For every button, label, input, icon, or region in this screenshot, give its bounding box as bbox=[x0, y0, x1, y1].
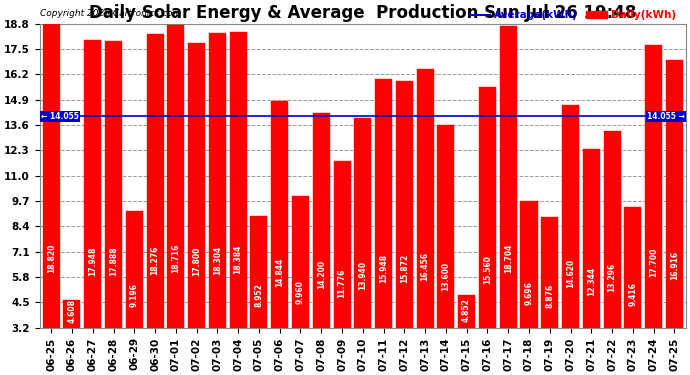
Text: 4.852: 4.852 bbox=[462, 298, 471, 322]
Text: 14.055 →: 14.055 → bbox=[647, 112, 684, 121]
Bar bbox=[209, 33, 226, 328]
Text: 15.560: 15.560 bbox=[483, 255, 492, 284]
Bar bbox=[354, 118, 371, 328]
Text: 13.940: 13.940 bbox=[358, 261, 367, 290]
Text: 18.384: 18.384 bbox=[234, 245, 243, 274]
Bar bbox=[604, 131, 620, 328]
Text: 8.876: 8.876 bbox=[545, 284, 554, 308]
Text: 17.800: 17.800 bbox=[192, 247, 201, 276]
Bar bbox=[43, 23, 60, 328]
Bar bbox=[417, 69, 433, 328]
Bar bbox=[126, 211, 143, 328]
Bar bbox=[375, 79, 392, 328]
Text: 17.700: 17.700 bbox=[649, 248, 658, 277]
Bar bbox=[230, 32, 246, 328]
Text: 9.196: 9.196 bbox=[130, 283, 139, 307]
Text: 14.620: 14.620 bbox=[566, 258, 575, 288]
Bar bbox=[146, 34, 164, 328]
Text: 15.948: 15.948 bbox=[379, 254, 388, 283]
Text: 15.872: 15.872 bbox=[400, 254, 409, 283]
Text: 9.960: 9.960 bbox=[296, 280, 305, 304]
Bar bbox=[666, 60, 683, 328]
Text: 14.844: 14.844 bbox=[275, 258, 284, 287]
Bar bbox=[562, 105, 579, 328]
Bar bbox=[333, 160, 351, 328]
Text: 12.344: 12.344 bbox=[586, 266, 595, 296]
Bar bbox=[167, 26, 184, 328]
Text: 18.820: 18.820 bbox=[47, 243, 56, 273]
Text: 16.916: 16.916 bbox=[670, 251, 679, 279]
Text: 17.888: 17.888 bbox=[109, 246, 118, 276]
Bar bbox=[396, 81, 413, 328]
Text: 9.416: 9.416 bbox=[629, 282, 638, 306]
Text: Copyright 2020 Cartronics.com: Copyright 2020 Cartronics.com bbox=[40, 9, 181, 18]
Legend: Average(kWh), Daily(kWh): Average(kWh), Daily(kWh) bbox=[465, 6, 680, 24]
Text: 16.456: 16.456 bbox=[421, 252, 430, 281]
Bar bbox=[271, 101, 288, 328]
Bar bbox=[313, 113, 330, 328]
Bar bbox=[458, 296, 475, 328]
Text: 4.608: 4.608 bbox=[68, 298, 77, 322]
Text: 13.600: 13.600 bbox=[442, 262, 451, 291]
Bar bbox=[292, 196, 309, 328]
Text: 17.948: 17.948 bbox=[88, 246, 97, 276]
Bar bbox=[63, 300, 81, 328]
Bar bbox=[645, 45, 662, 328]
Text: 18.304: 18.304 bbox=[213, 245, 222, 274]
Bar bbox=[583, 150, 600, 328]
Bar bbox=[437, 125, 455, 328]
Text: 18.716: 18.716 bbox=[171, 244, 180, 273]
Bar bbox=[250, 216, 268, 328]
Text: 18.704: 18.704 bbox=[504, 244, 513, 273]
Bar bbox=[520, 201, 538, 328]
Bar bbox=[84, 40, 101, 328]
Bar bbox=[105, 42, 122, 328]
Title: Daily Solar Energy & Average  Production Sun Jul 26 19:48: Daily Solar Energy & Average Production … bbox=[89, 4, 636, 22]
Bar bbox=[188, 43, 205, 328]
Text: 14.200: 14.200 bbox=[317, 260, 326, 289]
Bar bbox=[541, 217, 558, 328]
Bar bbox=[479, 87, 496, 328]
Bar bbox=[500, 26, 517, 328]
Text: ← 14.055: ← 14.055 bbox=[41, 112, 79, 121]
Text: 18.276: 18.276 bbox=[150, 245, 159, 275]
Text: 11.776: 11.776 bbox=[337, 268, 346, 297]
Text: 8.952: 8.952 bbox=[255, 284, 264, 308]
Bar bbox=[624, 207, 642, 328]
Text: 9.696: 9.696 bbox=[524, 281, 533, 305]
Text: 13.296: 13.296 bbox=[608, 263, 617, 292]
